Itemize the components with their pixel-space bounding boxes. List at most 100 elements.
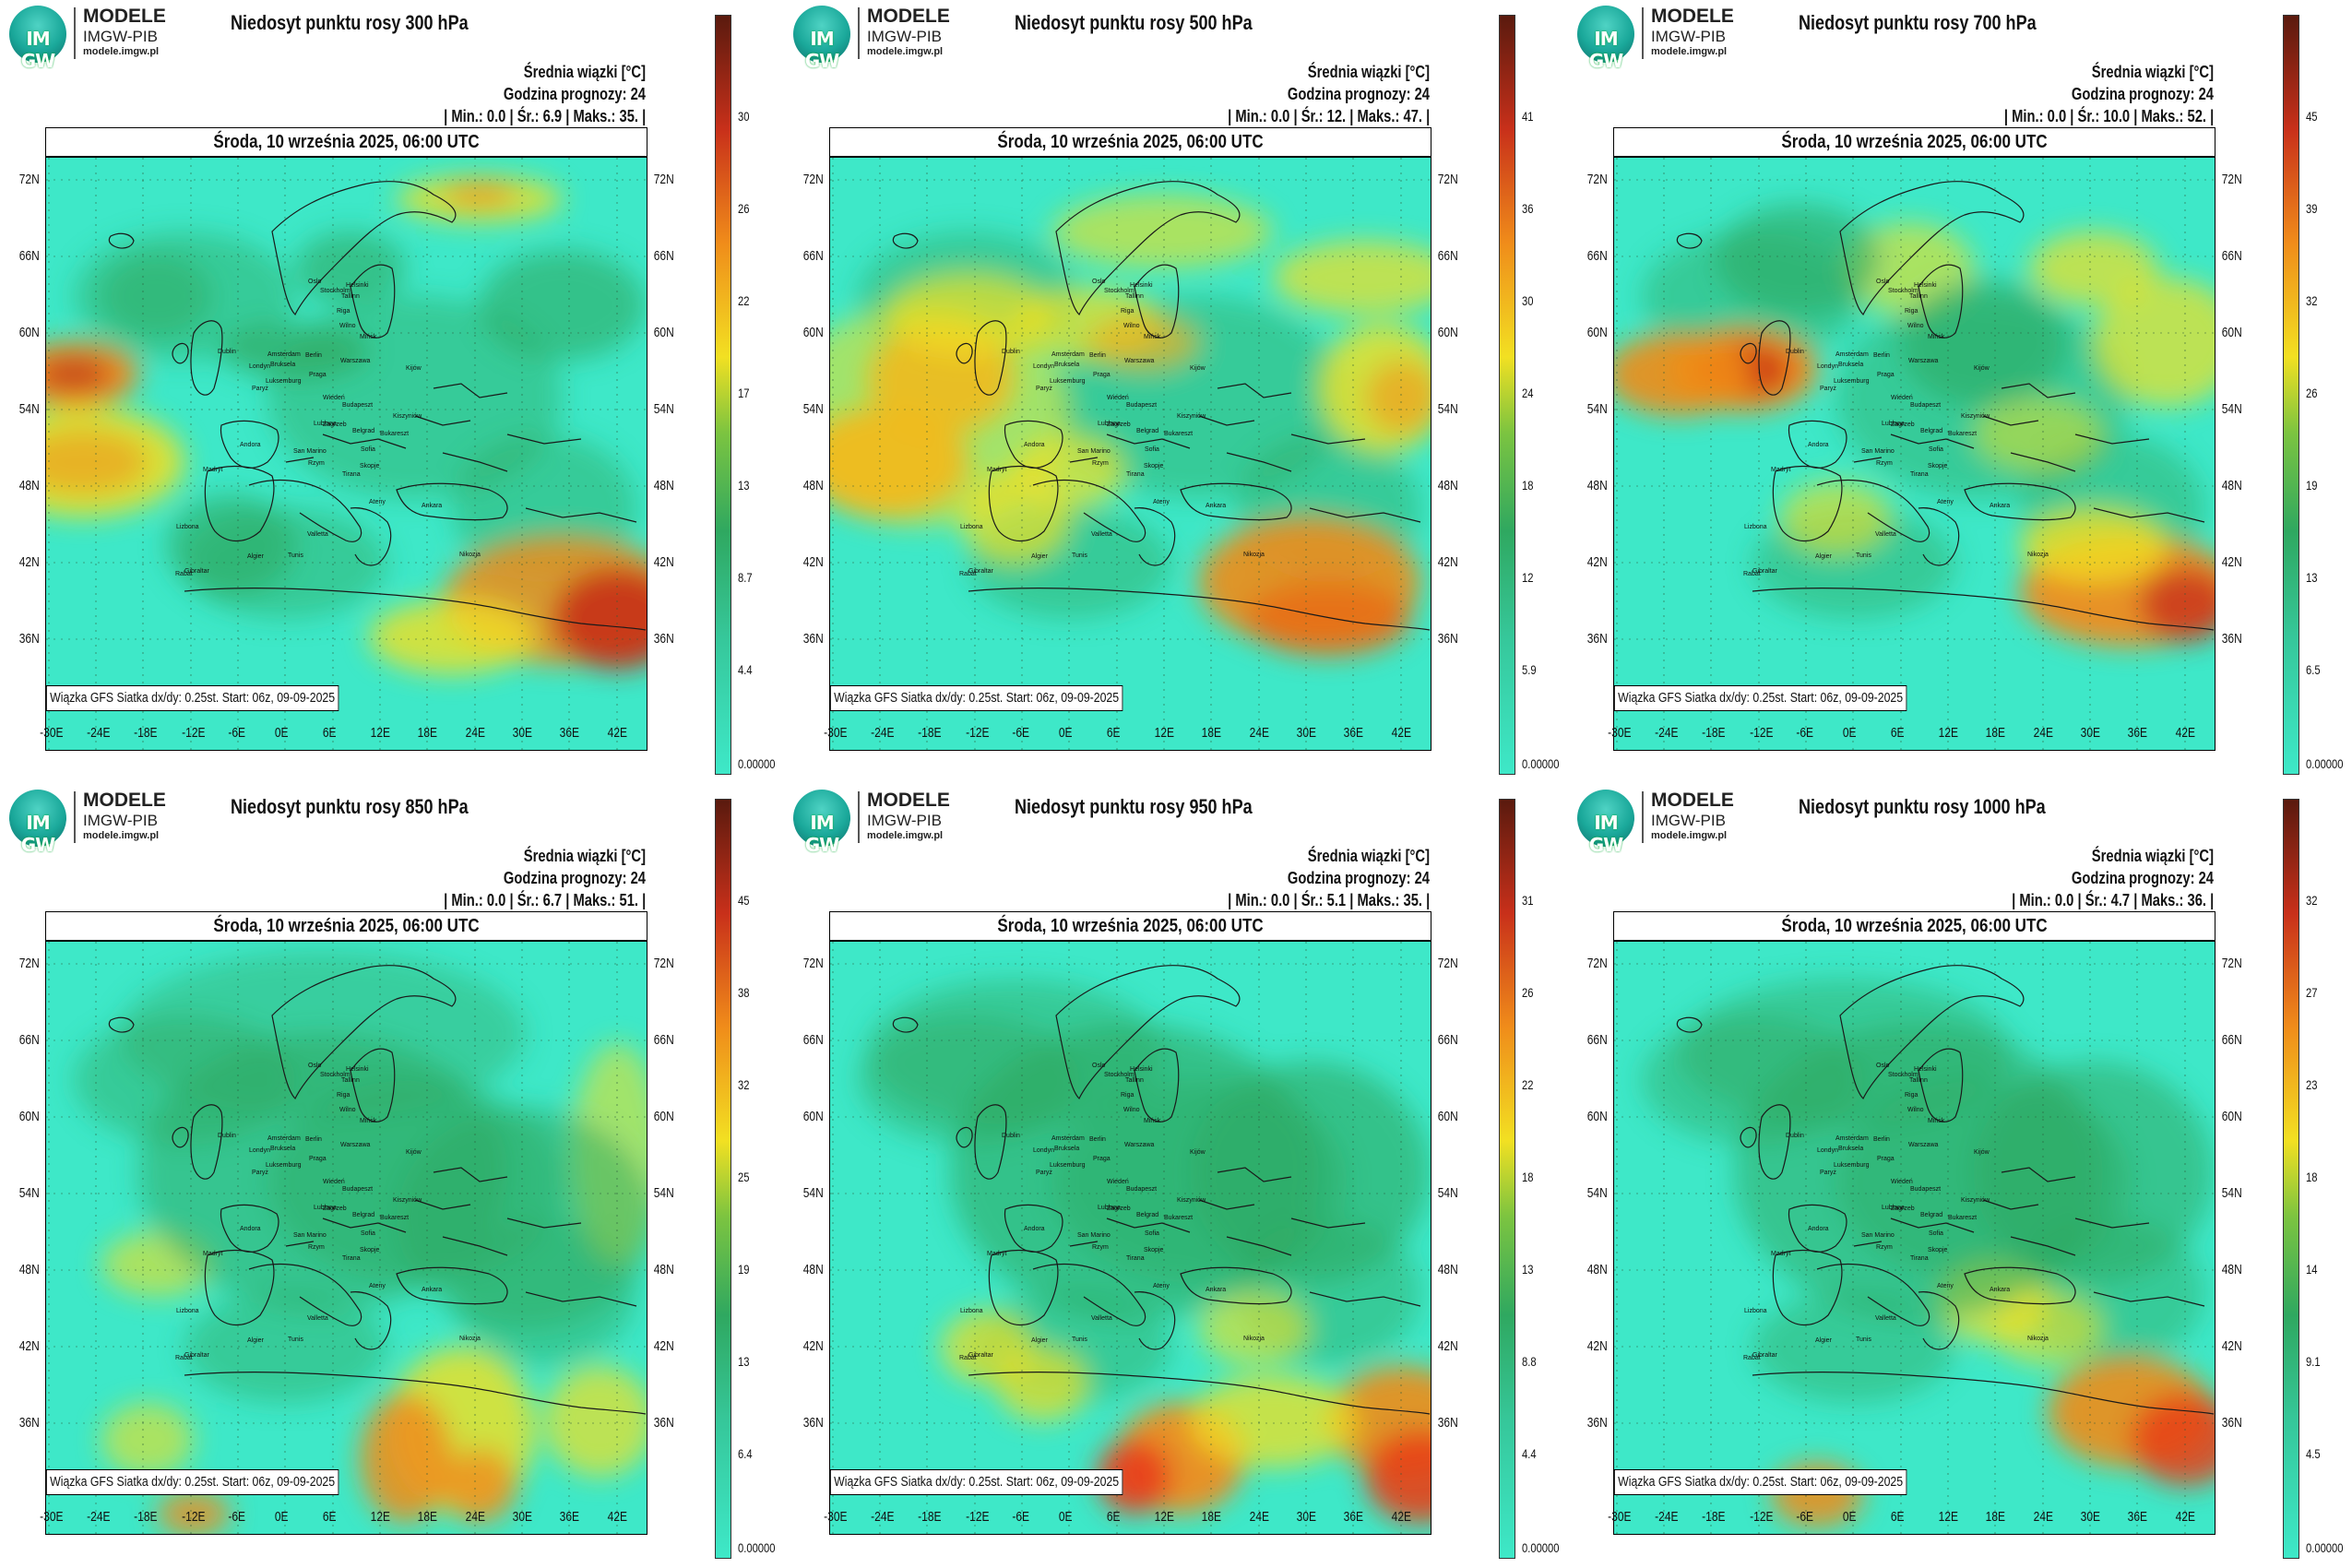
colorbar-tick: 14 bbox=[2306, 1262, 2318, 1277]
stats-line: | Min.: 0.0 | Śr.: 6.9 | Maks.: 35. | bbox=[443, 107, 646, 125]
lon-label: -18E bbox=[918, 1509, 942, 1525]
lat-label-right: 42N bbox=[2221, 1338, 2242, 1354]
city-label: Belgrad bbox=[352, 1212, 374, 1218]
city-label: Amsterdam bbox=[1835, 1135, 1869, 1142]
city-label: Kijów bbox=[1190, 1149, 1206, 1156]
city-label: Sofia bbox=[1929, 1230, 1943, 1237]
lon-label: -12E bbox=[182, 725, 206, 741]
brand-block: MODELE IMGW-PIB modele.imgw.pl bbox=[83, 790, 166, 841]
lon-label: -6E bbox=[1796, 725, 1814, 741]
coastline bbox=[1816, 1263, 1930, 1326]
field-blob bbox=[544, 1366, 647, 1477]
map-view[interactable]: Oslo Stockholm Helsinki Tallinn Riga Wilno Miń… bbox=[1613, 941, 2215, 1535]
lon-label: -30E bbox=[824, 1509, 848, 1525]
city-label: Ankara bbox=[1206, 503, 1226, 509]
panel-title: Niedosyt punktu rosy 300 hPa bbox=[231, 11, 469, 34]
city-label: San Marino bbox=[1861, 1232, 1895, 1239]
lat-label-left: 42N bbox=[1586, 1338, 1608, 1354]
lon-label: -6E bbox=[1012, 725, 1030, 741]
stats-line: | Min.: 0.0 | Śr.: 10.0 | Maks.: 52. | bbox=[2003, 107, 2214, 125]
city-label: Dublin bbox=[1786, 349, 1804, 355]
lat-label-right: 66N bbox=[1437, 248, 1458, 264]
city-label: Sofia bbox=[361, 1230, 375, 1237]
city-label: Nikozja bbox=[459, 1336, 481, 1342]
coastline bbox=[1055, 181, 1241, 316]
city-label: Wilno bbox=[1907, 323, 1924, 329]
map-view[interactable]: Oslo Stockholm Helsinki Tallinn Riga Wilno Miń… bbox=[45, 157, 647, 751]
colorbar-tick: 39 bbox=[2306, 201, 2318, 216]
city-label: Tunis bbox=[1856, 552, 1871, 559]
colorbar-tick: 36 bbox=[1522, 201, 1534, 216]
imgw-logo-icon: IM GW bbox=[1577, 6, 1634, 72]
city-label: Ateny bbox=[369, 1283, 386, 1289]
city-label: Zagrzeb bbox=[1891, 422, 1915, 428]
lon-label: 36E bbox=[1343, 1509, 1364, 1525]
coastline bbox=[1740, 342, 1757, 364]
brand-block: MODELE IMGW-PIB modele.imgw.pl bbox=[1651, 790, 1734, 841]
lon-label: 18E bbox=[1201, 725, 1222, 741]
colorbar bbox=[1499, 799, 1515, 1559]
imgw-logo-icon: IM GW bbox=[9, 6, 66, 72]
lon-label: -6E bbox=[228, 1509, 246, 1525]
brand-name: MODELE bbox=[83, 6, 166, 27]
info-block: Średnia wiązki [°C] Godzina prognozy: 24 bbox=[1288, 61, 1430, 105]
logo-divider bbox=[1642, 7, 1644, 59]
lon-label: 24E bbox=[465, 725, 486, 741]
logo-letters: IM GW bbox=[20, 28, 55, 72]
city-label: Paryż bbox=[252, 1170, 268, 1176]
city-label: Rabat bbox=[1743, 1355, 1761, 1361]
city-label: Gibraltar bbox=[184, 568, 210, 575]
lat-label-right: 66N bbox=[1437, 1032, 1458, 1048]
city-label: Paryż bbox=[1820, 1170, 1836, 1176]
coastline bbox=[1676, 1016, 1703, 1033]
field-blob bbox=[443, 1449, 517, 1523]
city-label: Helsinki bbox=[346, 282, 369, 289]
coastline bbox=[396, 482, 508, 521]
field-blob bbox=[959, 471, 1070, 564]
city-label: Ankara bbox=[1206, 1287, 1226, 1293]
city-label: Gibraltar bbox=[1752, 1352, 1778, 1359]
forecast-panel: IM GW MODELE IMGW-PIB modele.imgw.pl Niedosy… bbox=[1568, 784, 2352, 1568]
city-label: Gibraltar bbox=[184, 1352, 210, 1359]
lon-label: 12E bbox=[370, 725, 391, 741]
lat-label-right: 48N bbox=[2221, 478, 2242, 493]
lat-label-left: 60N bbox=[802, 1109, 824, 1124]
lat-label-left: 42N bbox=[18, 554, 40, 570]
brand-block: MODELE IMGW-PIB modele.imgw.pl bbox=[867, 790, 950, 841]
lon-label: -18E bbox=[1702, 725, 1726, 741]
colorbar-tick: 24 bbox=[1522, 386, 1534, 400]
colorbar-tick: 23 bbox=[2306, 1077, 2318, 1092]
field-blob bbox=[101, 255, 212, 338]
colorbar-tick: 45 bbox=[2306, 109, 2318, 124]
lon-label: 0E bbox=[274, 1509, 289, 1525]
model-credit: Wiązka GFS Siatka dx/dy: 0.25st. Start: … bbox=[1614, 1469, 1907, 1495]
city-label: Paryż bbox=[1820, 386, 1836, 392]
coastline bbox=[1740, 1126, 1757, 1148]
map-view[interactable]: Oslo Stockholm Helsinki Tallinn Riga Wilno Miń… bbox=[829, 941, 1431, 1535]
city-label: Valletta bbox=[307, 1315, 328, 1322]
field-blob bbox=[1365, 361, 1431, 434]
lon-label: -18E bbox=[134, 1509, 158, 1525]
lat-label-right: 72N bbox=[653, 956, 674, 971]
city-label: Zagrzeb bbox=[1107, 1206, 1131, 1212]
lat-label-left: 66N bbox=[18, 1032, 40, 1048]
model-credit: Wiązka GFS Siatka dx/dy: 0.25st. Start: … bbox=[830, 1469, 1123, 1495]
map-view[interactable]: Oslo Stockholm Helsinki Tallinn Riga Wilno Miń… bbox=[829, 157, 1431, 751]
colorbar-tick: 18 bbox=[2306, 1170, 2318, 1184]
coastline bbox=[1788, 420, 1847, 469]
lon-label: 18E bbox=[1201, 1509, 1222, 1525]
map-view[interactable]: Oslo Stockholm Helsinki Tallinn Riga Wilno Miń… bbox=[1613, 157, 2215, 751]
lat-label-left: 66N bbox=[802, 1032, 824, 1048]
date-text: Środa, 10 września 2025, 06:00 UTC bbox=[213, 132, 480, 152]
coastline bbox=[1752, 588, 2215, 631]
city-label: Lizbona bbox=[960, 524, 983, 530]
city-label: Helsinki bbox=[346, 1066, 369, 1073]
lon-label: -24E bbox=[871, 1509, 895, 1525]
coastline bbox=[956, 342, 973, 364]
city-label: Tunis bbox=[288, 1336, 303, 1343]
map-view[interactable]: Oslo Stockholm Helsinki Tallinn Riga Wilno Miń… bbox=[45, 941, 647, 1535]
city-label: Amsterdam bbox=[1835, 351, 1869, 358]
lat-label-right: 72N bbox=[2221, 956, 2242, 971]
